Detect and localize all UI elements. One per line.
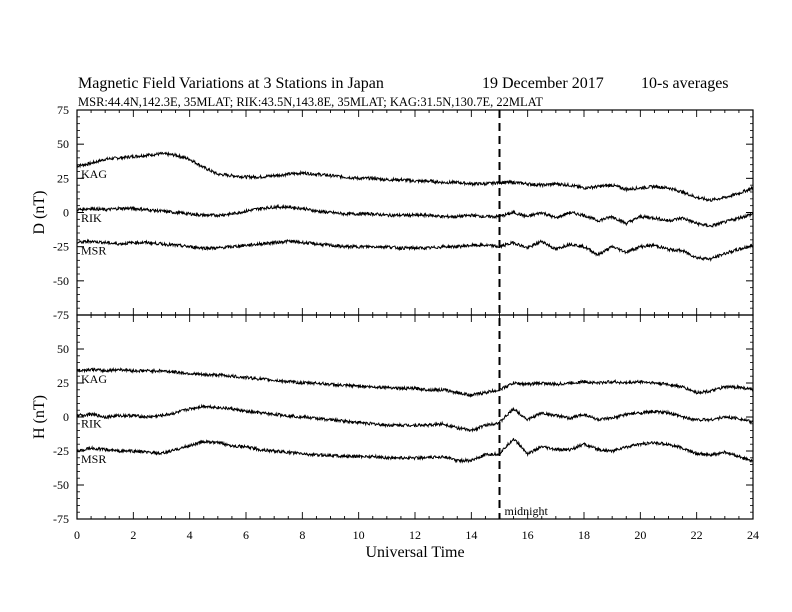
series-line-rik — [76, 203, 754, 228]
series-line-msr — [76, 437, 754, 464]
y-tick-label: -25 — [53, 240, 69, 254]
y-tick-label: 50 — [57, 137, 69, 151]
x-tick-label: 10 — [353, 528, 365, 542]
x-tick-label: 6 — [243, 528, 249, 542]
y-tick-label: 75 — [57, 103, 69, 117]
y-tick-label: -75 — [53, 308, 69, 322]
y-axis-label: H (nT) — [31, 395, 48, 439]
series-label-rik: RIK — [81, 211, 102, 225]
x-tick-label: 20 — [634, 528, 646, 542]
x-tick-label: 4 — [187, 528, 193, 542]
x-tick-label: 22 — [691, 528, 703, 542]
y-tick-label: -50 — [53, 478, 69, 492]
chart-date: 19 December 2017 — [482, 75, 604, 92]
x-tick-label: 16 — [522, 528, 534, 542]
series-line-msr — [76, 238, 754, 262]
series-label-msr: MSR — [81, 244, 106, 258]
x-tick-label: 12 — [409, 528, 421, 542]
x-axis-label: Universal Time — [365, 544, 464, 561]
y-tick-label: -75 — [53, 512, 69, 526]
x-tick-label: 18 — [578, 528, 590, 542]
series-line-kag — [76, 367, 754, 398]
y-tick-label: -25 — [53, 444, 69, 458]
midnight-label: midnight — [505, 504, 549, 518]
y-tick-label: 0 — [63, 206, 69, 220]
y-tick-label: 50 — [57, 342, 69, 356]
series-line-kag — [76, 151, 754, 202]
panel-frame — [76, 314, 754, 520]
x-tick-label: 0 — [74, 528, 80, 542]
chart-panels: -75 -50 -25 0 25 50 75 D (nT) KAG RIK MSR -75 -50 -25… — [31, 103, 759, 561]
series-line-rik — [77, 403, 754, 433]
series-label-rik: RIK — [81, 417, 102, 431]
y-axis-label: D (nT) — [31, 191, 48, 235]
series-label-kag: KAG — [81, 167, 107, 181]
x-tick-label: 2 — [130, 528, 136, 542]
series-label-kag: KAG — [81, 372, 107, 386]
y-tick-label: 25 — [57, 376, 69, 390]
chart-title: Magnetic Field Variations at 3 Stations … — [78, 75, 384, 92]
y-tick-label: -50 — [53, 274, 69, 288]
chart-averaging: 10-s averages — [641, 75, 729, 92]
stations-info: MSR:44.4N,142.3E, 35MLAT; RIK:43.5N,143.… — [78, 95, 543, 109]
x-tick-label: 24 — [747, 528, 759, 542]
x-tick-label: 14 — [465, 528, 477, 542]
series-label-msr: MSR — [81, 452, 106, 466]
y-tick-label: 0 — [63, 410, 69, 424]
y-tick-label: 25 — [57, 171, 69, 185]
x-tick-label: 8 — [299, 528, 305, 542]
